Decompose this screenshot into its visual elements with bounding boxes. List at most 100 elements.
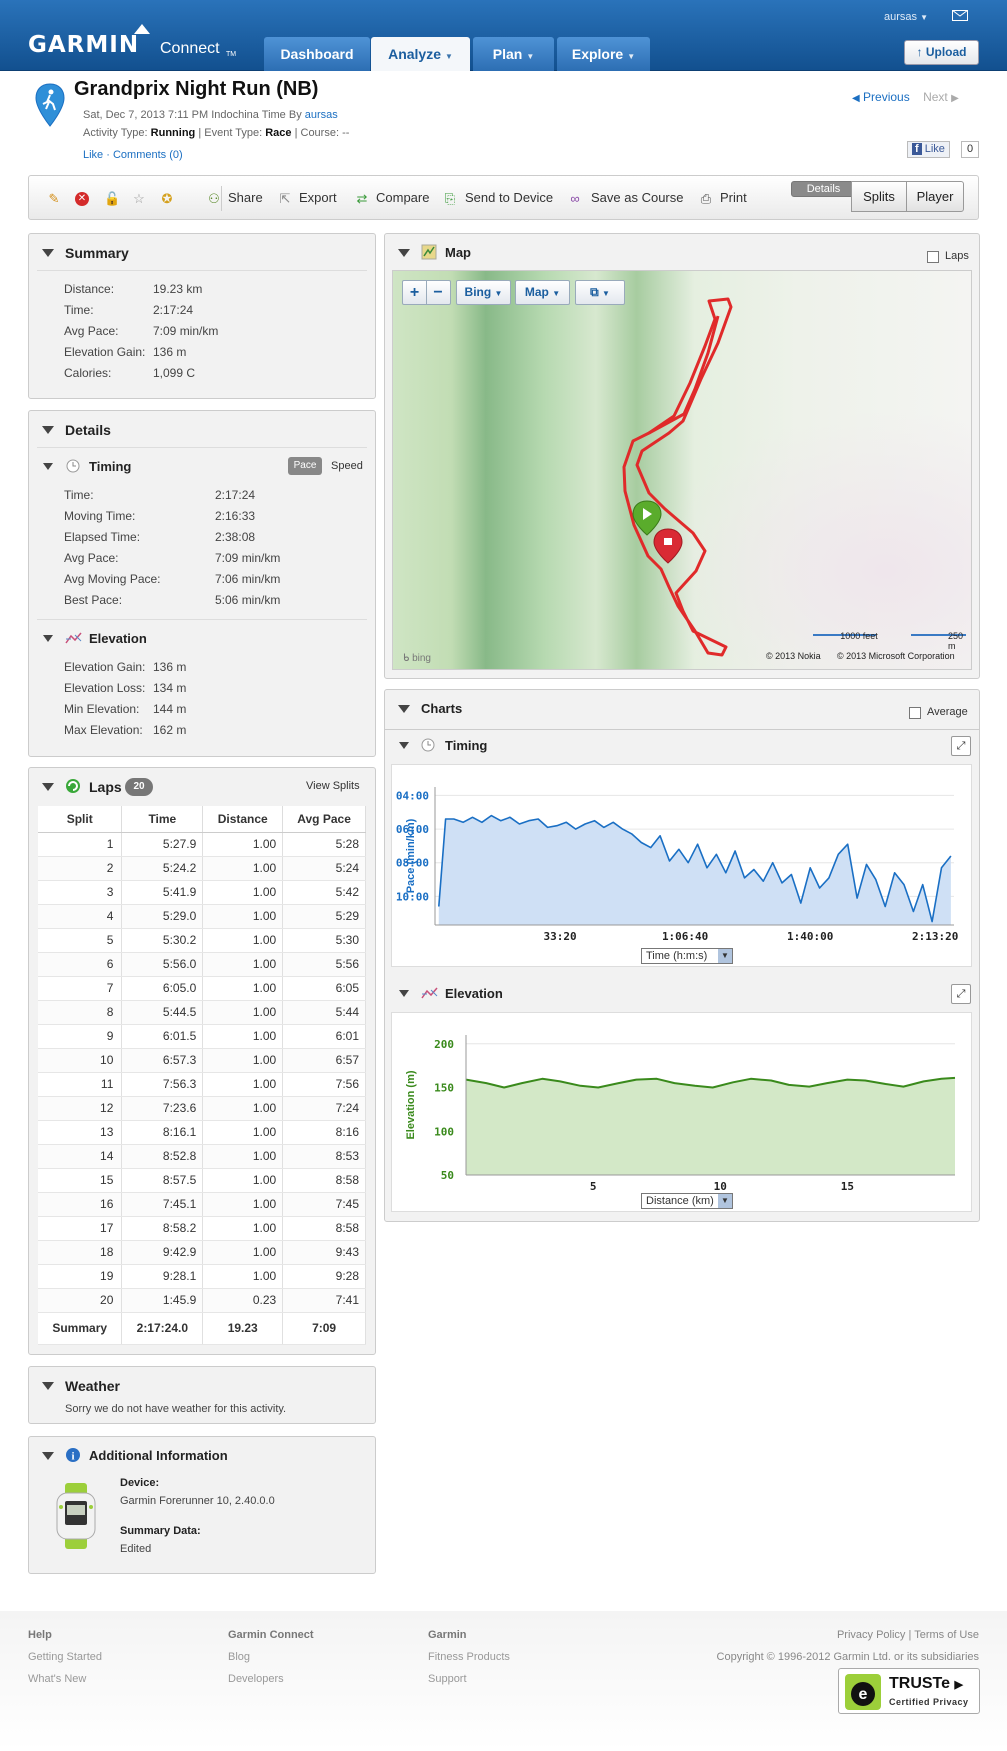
- table-row[interactable]: 8 5:44.5 1.00 5:44: [38, 1000, 366, 1025]
- send-to-device-button[interactable]: Send to Device: [465, 190, 554, 205]
- zoom-out-button[interactable]: −: [433, 284, 443, 301]
- table-row[interactable]: 7 6:05.0 1.00 6:05: [38, 976, 366, 1001]
- map-provider-dropdown[interactable]: Bing ▼: [456, 280, 511, 305]
- timing-x-axis-select[interactable]: Time (h:m:s) ▼: [641, 948, 733, 964]
- table-row[interactable]: 10 6:57.3 1.00 6:57: [38, 1048, 366, 1073]
- footer-link[interactable]: Getting Started: [28, 1651, 102, 1663]
- bing-logo[interactable]: ᑲ bing: [403, 653, 431, 664]
- facebook-like-button[interactable]: f Like: [907, 141, 950, 158]
- owner-link[interactable]: aursas: [304, 109, 338, 121]
- collapse-triangle-icon[interactable]: [399, 990, 409, 997]
- column-header[interactable]: Avg Pace: [282, 806, 366, 833]
- previous-arrow-icon: ◀: [852, 93, 860, 104]
- table-row[interactable]: 13 8:16.1 1.00 8:16: [38, 1120, 366, 1145]
- garmin-logo[interactable]: GARMIN: [28, 32, 140, 58]
- table-row[interactable]: 15 8:57.5 1.00 8:58: [38, 1168, 366, 1193]
- comments-link[interactable]: Comments (0): [112, 149, 183, 161]
- medal-icon[interactable]: ✪: [161, 191, 173, 206]
- collapse-triangle-icon[interactable]: [399, 742, 409, 749]
- footer-link[interactable]: Fitness Products: [428, 1651, 510, 1663]
- expand-icon[interactable]: ⤢: [951, 736, 971, 756]
- column-header[interactable]: Split: [38, 806, 123, 833]
- table-row[interactable]: 17 8:58.2 1.00 8:58: [38, 1216, 366, 1241]
- truste-seal[interactable]: e TRUSTe ▶ Certified Privacy: [838, 1668, 980, 1714]
- upload-button[interactable]: ↑ Upload: [904, 40, 979, 65]
- view-splits-link[interactable]: View Splits: [306, 780, 360, 792]
- elevation-x-axis-select[interactable]: Distance (km) ▼: [641, 1193, 733, 1209]
- collapse-triangle-icon[interactable]: [42, 1452, 54, 1460]
- table-row[interactable]: 1 5:27.9 1.00 5:28: [38, 832, 366, 857]
- table-row[interactable]: 11 7:56.3 1.00 7:56: [38, 1072, 366, 1097]
- table-row[interactable]: 3 5:41.9 1.00 5:42: [38, 880, 366, 905]
- compare-button[interactable]: Compare: [376, 190, 430, 205]
- previous-link[interactable]: Previous: [863, 90, 910, 104]
- collapse-triangle-icon[interactable]: [42, 1382, 54, 1390]
- collapse-triangle-icon[interactable]: [42, 426, 54, 434]
- lock-icon[interactable]: 🔓: [104, 191, 121, 206]
- route-map[interactable]: 1000 feet 250 m © 2013 Nokia © 2013 Micr…: [392, 270, 972, 670]
- export-button[interactable]: Export: [299, 190, 337, 205]
- collapse-triangle-icon[interactable]: [398, 705, 410, 713]
- tab-dashboard[interactable]: Dashboard: [264, 37, 370, 71]
- distance-cell: 1.00: [202, 1048, 284, 1073]
- tab-analyze[interactable]: Analyze ▼: [371, 37, 470, 71]
- collapse-triangle-icon[interactable]: [43, 463, 53, 470]
- speed-toggle[interactable]: Speed: [331, 460, 363, 472]
- column-header[interactable]: Time: [121, 806, 204, 833]
- map-layers-dropdown[interactable]: ⧉ ▼: [575, 280, 625, 305]
- pencil-icon[interactable]: ✎: [48, 191, 60, 206]
- share-button[interactable]: Share: [228, 190, 263, 205]
- table-summary-row[interactable]: Summary 2:17:24.0 19.23 7:09: [38, 1311, 366, 1345]
- view-splits-button[interactable]: Splits: [851, 181, 907, 212]
- column-header[interactable]: Distance: [202, 806, 284, 833]
- zoom-in-button[interactable]: +: [404, 281, 427, 304]
- collapse-triangle-icon[interactable]: [43, 635, 53, 642]
- table-row[interactable]: 19 9:28.1 1.00 9:28: [38, 1264, 366, 1289]
- view-details-button[interactable]: Details: [791, 181, 852, 197]
- map-credit-nokia: © 2013 Nokia: [766, 651, 821, 661]
- next-link[interactable]: Next: [923, 90, 948, 104]
- table-row[interactable]: 18 9:42.9 1.00 9:43: [38, 1240, 366, 1265]
- start-marker-icon[interactable]: [632, 500, 662, 536]
- mail-icon[interactable]: [952, 10, 968, 21]
- table-row[interactable]: 20 1:45.9 0.23 7:41: [38, 1288, 366, 1313]
- save-as-course-button[interactable]: Save as Course: [591, 190, 684, 205]
- privacy-policy-link[interactable]: Privacy Policy: [836, 1629, 906, 1641]
- elevation-chart[interactable]: 50 100 150 200 5 10 15 Elevation (m) Distance (…: [391, 1012, 972, 1212]
- summary-label: Time:: [64, 303, 94, 317]
- distance-cell: 1.00: [202, 880, 284, 905]
- table-row[interactable]: 6 5:56.0 1.00 5:56: [38, 952, 366, 977]
- view-player-button[interactable]: Player: [906, 181, 964, 212]
- average-checkbox[interactable]: [909, 707, 921, 719]
- footer-link[interactable]: Developers: [228, 1673, 284, 1685]
- finish-marker-icon[interactable]: [653, 528, 683, 564]
- collapse-triangle-icon[interactable]: [42, 783, 54, 791]
- route-path[interactable]: [622, 297, 733, 657]
- star-icon[interactable]: ☆: [133, 191, 145, 206]
- collapse-triangle-icon[interactable]: [42, 249, 54, 257]
- footer-link[interactable]: Blog: [228, 1651, 251, 1663]
- table-row[interactable]: 5 5:30.2 1.00 5:30: [38, 928, 366, 953]
- table-row[interactable]: 16 7:45.1 1.00 7:45: [38, 1192, 366, 1217]
- table-row[interactable]: 9 6:01.5 1.00 6:01: [38, 1024, 366, 1049]
- table-row[interactable]: 12 7:23.6 1.00 7:24: [38, 1096, 366, 1121]
- like-link[interactable]: Like: [83, 149, 104, 161]
- laps-checkbox[interactable]: [927, 251, 939, 263]
- user-menu[interactable]: aursas ▼: [884, 11, 929, 23]
- tab-explore[interactable]: Explore ▼: [557, 37, 650, 71]
- timing-chart[interactable]: 04:00 06:00 08:00 10:00 33:20 1:06:40 1:40:00 2…: [391, 764, 972, 967]
- table-row[interactable]: 2 5:24.2 1.00 5:24: [38, 856, 366, 881]
- pace-toggle[interactable]: Pace: [288, 457, 322, 475]
- terms-of-use-link[interactable]: Terms of Use: [914, 1629, 979, 1641]
- table-row[interactable]: 14 8:52.8 1.00 8:53: [38, 1144, 366, 1169]
- delete-icon[interactable]: ✕: [75, 192, 89, 206]
- print-button[interactable]: Print: [720, 190, 747, 205]
- table-row[interactable]: 4 5:29.0 1.00 5:29: [38, 904, 366, 929]
- activity-title[interactable]: Grandprix Night Run (NB): [74, 78, 319, 100]
- expand-icon[interactable]: ⤢: [951, 984, 971, 1004]
- map-type-dropdown[interactable]: Map ▼: [515, 280, 570, 305]
- footer-link[interactable]: Support: [428, 1673, 467, 1685]
- collapse-triangle-icon[interactable]: [398, 249, 410, 257]
- footer-link[interactable]: What's New: [28, 1673, 87, 1685]
- tab-plan[interactable]: Plan ▼: [473, 37, 554, 71]
